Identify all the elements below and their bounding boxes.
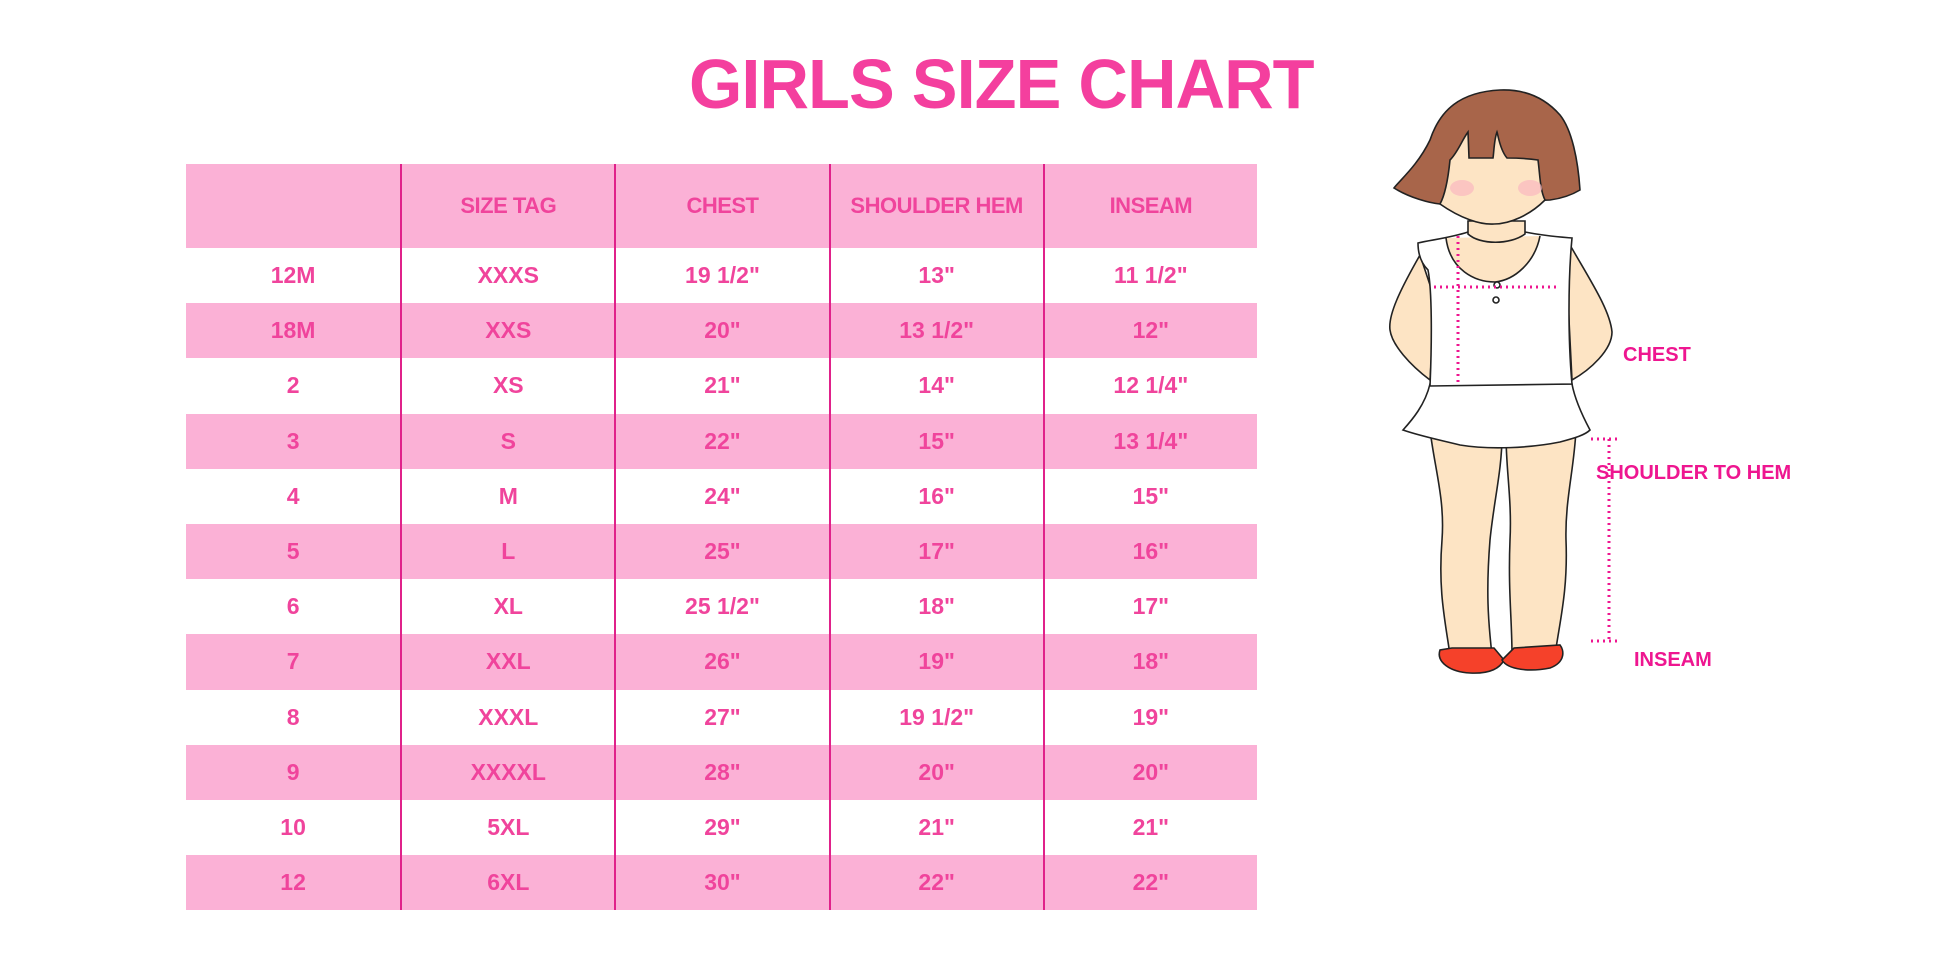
table-cell: 3 — [286, 427, 300, 454]
table-cell: 25 1/2" — [614, 579, 828, 635]
table-cell: 18" — [1042, 634, 1257, 690]
table-cell: 16" — [828, 468, 1043, 524]
table-cell: 16" — [1042, 523, 1257, 580]
table-header-row: SIZE TAG CHEST SHOULDER HEM INSEAM — [186, 164, 1257, 248]
table-cell: 2 — [286, 372, 300, 399]
column-header: INSEAM — [1042, 164, 1257, 248]
table-cell: 22" — [614, 413, 828, 469]
table-cell: 19 1/2" — [614, 248, 828, 304]
table-row: 5 L 25" 17" 16" — [186, 523, 1257, 580]
table-cell: 25" — [614, 523, 828, 580]
table-row: 6 XL 25 1/2" 18" 17" — [186, 579, 1257, 635]
table-cell: 7 — [286, 648, 300, 675]
right-arm — [1567, 242, 1613, 382]
table-cell: 26" — [614, 634, 828, 690]
table-cell: 10 — [280, 813, 306, 840]
table-cell: 17" — [828, 523, 1043, 580]
table-cell: 21" — [614, 358, 828, 414]
table-cell: 13" — [828, 248, 1043, 304]
table-cell: XXXL — [400, 689, 614, 745]
inseam-label: INSEAM — [1634, 649, 1712, 671]
table-cell: 9 — [286, 758, 300, 785]
table-cell: 15" — [1042, 468, 1257, 524]
table-cell: 18M — [270, 317, 316, 344]
face — [1438, 129, 1546, 225]
table-cell: L — [400, 523, 614, 580]
skirt — [1401, 383, 1591, 449]
table-row: 3 S 22" 15" 13 1/4" — [186, 413, 1257, 469]
table-cell: 19 1/2" — [828, 689, 1043, 745]
table-row: 4 M 24" 16" 15" — [186, 468, 1257, 524]
table-cell: 12 1/4" — [1042, 358, 1257, 414]
table-cell: 22" — [1042, 855, 1257, 911]
table-cell: 18" — [828, 579, 1043, 635]
size-table: SIZE TAG CHEST SHOULDER HEM INSEAM 12M XXXS 19… — [186, 164, 1257, 911]
table-cell: S — [400, 413, 614, 469]
column-header: SIZE TAG — [400, 164, 614, 248]
column-header: SHOULDER HEM — [828, 164, 1043, 248]
table-cell: XXXS — [400, 248, 614, 304]
table-cell: 6 — [286, 593, 300, 620]
table-row: 8 XXXL 27" 19 1/2" 19" — [186, 689, 1257, 745]
table-cell: XXL — [400, 634, 614, 690]
table-cell: 20" — [828, 744, 1043, 800]
table-cell: 13 1/2" — [828, 303, 1043, 359]
table-cell: 22" — [828, 855, 1043, 911]
left-leg — [1429, 429, 1503, 656]
table-cell: 28" — [614, 744, 828, 800]
table-cell: 12" — [1042, 303, 1257, 359]
table-row: 18M XXS 20" 13 1/2" 12" — [186, 303, 1257, 359]
chest-label: CHEST — [1623, 344, 1691, 366]
table-cell: 4 — [286, 482, 300, 509]
table-cell: 12M — [270, 262, 316, 289]
table-cell: 21" — [828, 799, 1043, 856]
right-leg — [1505, 429, 1577, 656]
table-cell: XXXXL — [400, 744, 614, 800]
table-row: 9 XXXXL 28" 20" 20" — [186, 744, 1257, 800]
shoulder-to-hem-label: SHOULDER TO HEM — [1596, 462, 1792, 484]
table-cell: 8 — [286, 703, 300, 730]
table-cell: 19" — [828, 634, 1043, 690]
table-cell: XXS — [400, 303, 614, 359]
right-shoe — [1500, 644, 1564, 671]
table-cell: 30" — [614, 855, 828, 911]
table-cell: 11 1/2" — [1042, 248, 1257, 304]
table-row: 10 5XL 29" 21" 21" — [186, 799, 1257, 856]
table-row: 12 6XL 30" 22" 22" — [186, 855, 1257, 911]
table-cell: 15" — [828, 413, 1043, 469]
table-cell: XS — [400, 358, 614, 414]
table-cell: 5 — [286, 538, 300, 565]
table-cell: 17" — [1042, 579, 1257, 635]
table-cell: 6XL — [400, 855, 614, 911]
table-row: 2 XS 21" 14" 12 1/4" — [186, 358, 1257, 414]
table-cell: M — [400, 468, 614, 524]
table-cell: 24" — [614, 468, 828, 524]
table-cell: 13 1/4" — [1042, 413, 1257, 469]
table-cell: 20" — [614, 303, 828, 359]
table-cell: 5XL — [400, 799, 614, 856]
table-cell: 21" — [1042, 799, 1257, 856]
left-arm — [1389, 253, 1436, 382]
table-cell: 29" — [614, 799, 828, 856]
table-cell: 12 — [280, 869, 306, 896]
table-cell: XL — [400, 579, 614, 635]
table-row: 12M XXXS 19 1/2" 13" 11 1/2" — [186, 248, 1257, 304]
table-row: 7 XXL 26" 19" 18" — [186, 634, 1257, 690]
left-shoe — [1438, 647, 1505, 674]
table-cell: 14" — [828, 358, 1043, 414]
table-cell: 27" — [614, 689, 828, 745]
table-cell: 20" — [1042, 744, 1257, 800]
table-cell: 19" — [1042, 689, 1257, 745]
page-title: GIRLS SIZE CHART — [689, 45, 1315, 123]
column-header: CHEST — [614, 164, 828, 248]
